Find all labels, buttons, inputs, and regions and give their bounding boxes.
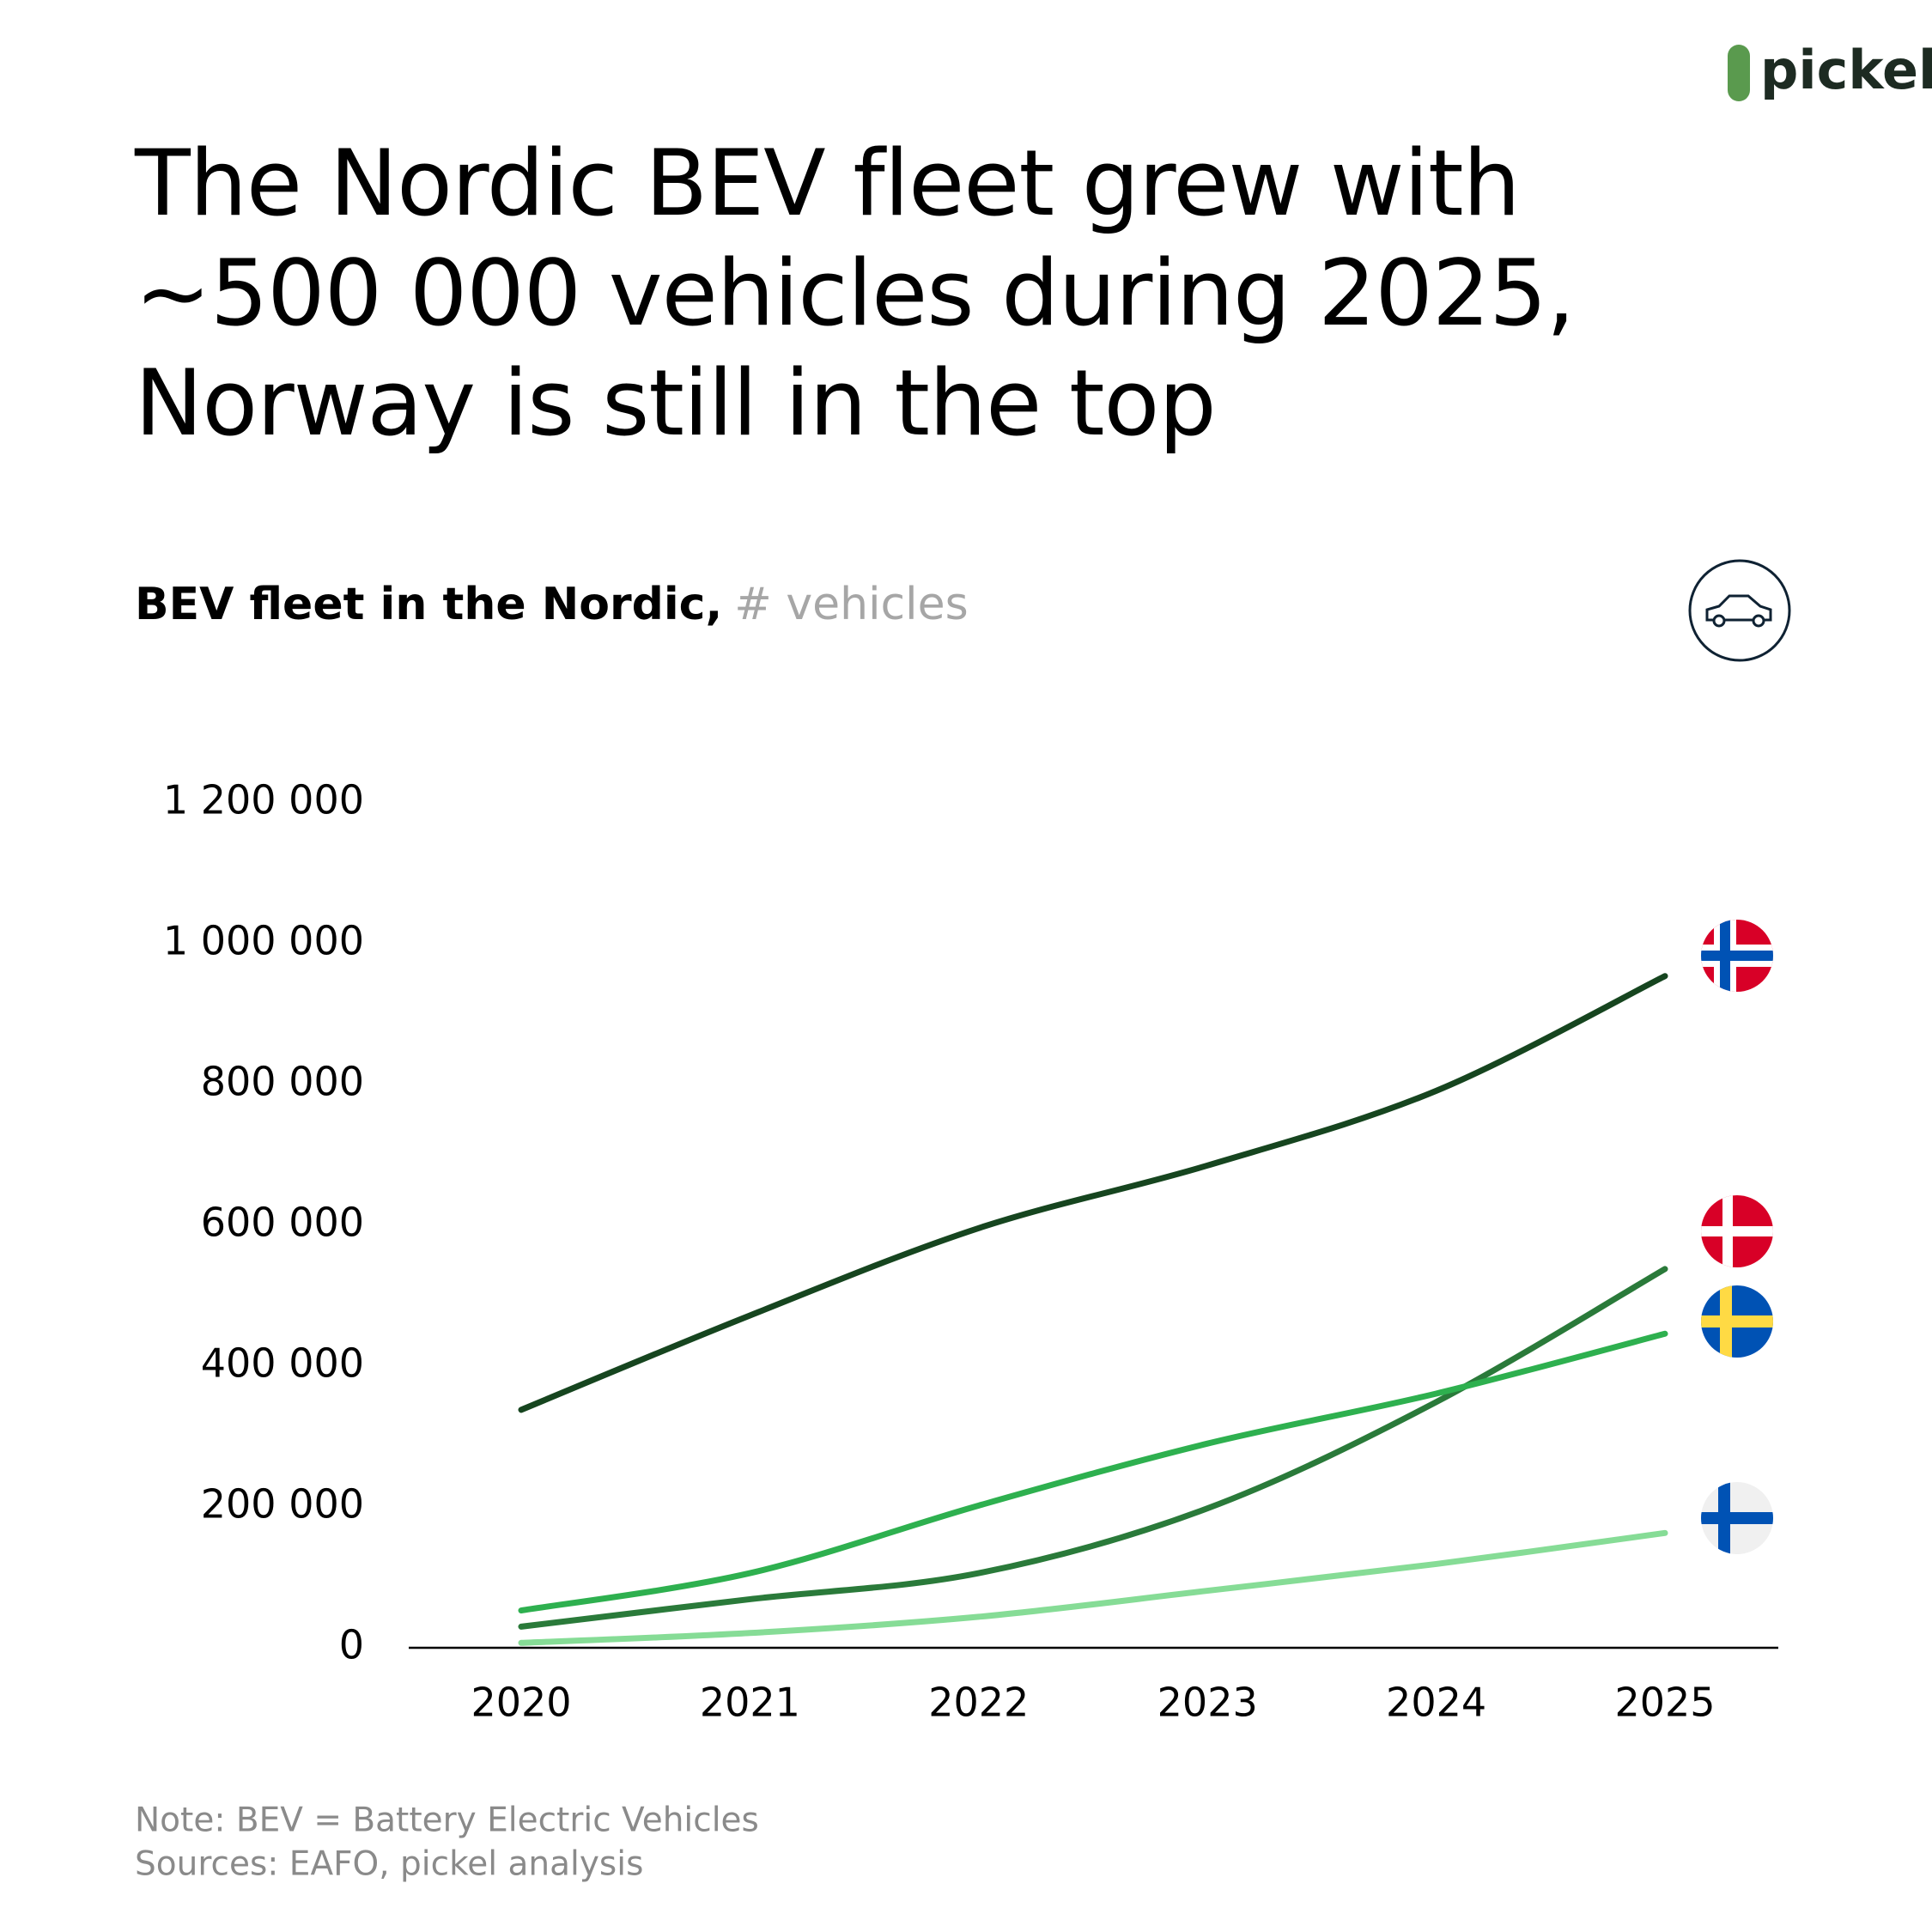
- x-tick-label: 2021: [700, 1680, 800, 1726]
- series-line: [518, 973, 1668, 1413]
- y-tick-label: 600 000: [201, 1200, 364, 1246]
- subtitle-unit: # vehicles: [734, 579, 968, 630]
- logo: pickel: [1760, 39, 1932, 101]
- y-tick-label: 1 200 000: [163, 777, 364, 823]
- y-tick-label: 400 000: [201, 1340, 364, 1387]
- flag-finland: [1701, 1482, 1773, 1554]
- chart-title: The Nordic BEV fleet grew with ~500 000 …: [135, 131, 1575, 456]
- flag-norway: [1701, 920, 1773, 992]
- x-tick-label: 2024: [1386, 1680, 1486, 1726]
- flag-sweden: [1701, 1285, 1773, 1358]
- y-tick-label: 800 000: [201, 1059, 364, 1105]
- series-line: [518, 1330, 1668, 1614]
- note: Note: BEV = Battery Electric Vehicles: [135, 1801, 759, 1840]
- x-tick-label: 2025: [1614, 1680, 1715, 1726]
- y-tick-label: 1 000 000: [163, 918, 364, 964]
- x-tick-label: 2022: [928, 1680, 1029, 1726]
- y-tick-label: 200 000: [201, 1481, 364, 1528]
- car-icon: [1688, 559, 1791, 662]
- flag-denmark: [1701, 1195, 1773, 1267]
- series-line: [518, 1529, 1668, 1646]
- series-line: [518, 1266, 1668, 1630]
- subtitle: BEV fleet in the Nordic, # vehicles: [135, 579, 969, 630]
- logo-mark: [1728, 45, 1750, 101]
- subtitle-main: BEV fleet in the Nordic,: [135, 579, 722, 630]
- y-tick-label: 0: [339, 1622, 364, 1668]
- x-tick-label: 2023: [1157, 1680, 1258, 1726]
- x-tick-label: 2020: [471, 1680, 571, 1726]
- source: Sources: EAFO, pickel analysis: [135, 1845, 643, 1884]
